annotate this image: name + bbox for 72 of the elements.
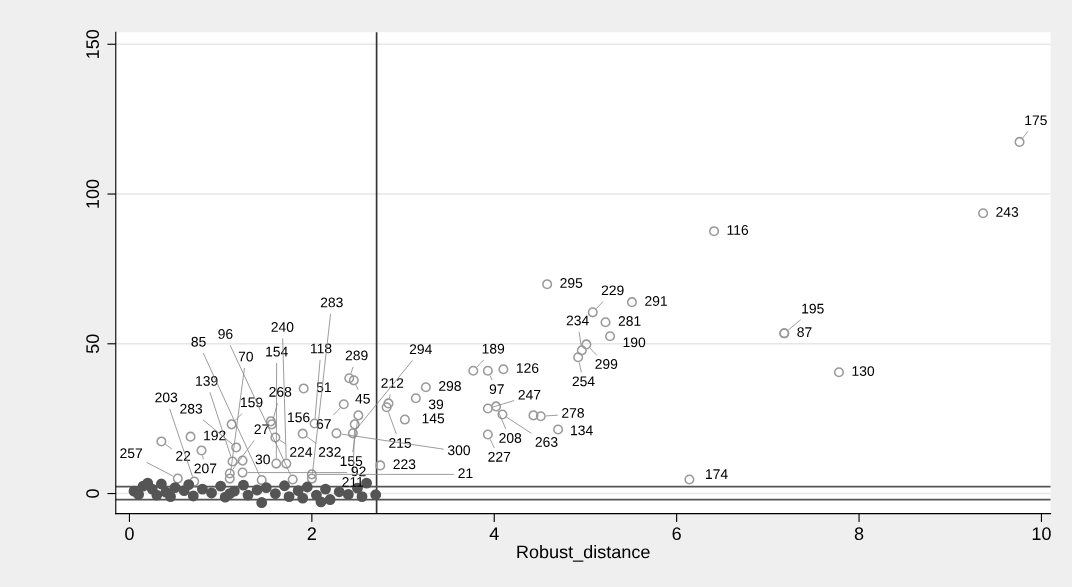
annotation: 300 — [447, 445, 471, 456]
annotation: 283 — [320, 297, 343, 308]
annotation: 232 — [318, 447, 341, 457]
annotation: 134 — [571, 425, 593, 436]
annotation: 139 — [196, 376, 218, 386]
annotation: 70 — [238, 351, 254, 362]
x-tick-label: 2 — [307, 527, 316, 540]
annotation: 224 — [290, 447, 313, 457]
annotation: 211 — [342, 476, 364, 487]
annotation: 192 — [204, 430, 226, 441]
annotation: 174 — [706, 469, 728, 479]
annotation: 190 — [623, 337, 646, 348]
annotation: 215 — [389, 438, 412, 448]
annotation: 27 — [254, 424, 269, 435]
y-tick-label: 150 — [86, 29, 100, 58]
annotation: 126 — [516, 363, 539, 373]
annotation: 243 — [996, 207, 1019, 217]
annotation: 227 — [488, 451, 511, 462]
annotation: 21 — [458, 468, 473, 478]
y-tick-label: 50 — [86, 334, 100, 354]
annotation: 130 — [852, 366, 875, 376]
x-tick-label: 8 — [854, 527, 864, 541]
annotation: 159 — [240, 397, 263, 408]
x-tick-label: 4 — [489, 527, 499, 540]
annotation: 257 — [120, 448, 143, 459]
annotation: 268 — [269, 386, 292, 397]
annotation: 240 — [271, 322, 294, 332]
annotation: 85 — [191, 336, 206, 347]
annotation: 212 — [381, 378, 404, 388]
annotation: 175 — [1025, 115, 1047, 126]
annotation: 294 — [409, 344, 432, 355]
annotation: 116 — [727, 225, 749, 235]
x-tick-label: 10 — [1032, 527, 1051, 541]
annotation: 96 — [218, 329, 233, 339]
x-tick-label: 6 — [672, 527, 681, 541]
annotation: 87 — [797, 327, 812, 338]
annotation: 207 — [194, 463, 217, 474]
x-tick-label: 0 — [125, 527, 134, 541]
annotation: 295 — [560, 278, 583, 288]
annotation: 195 — [802, 303, 824, 314]
annotation: 22 — [176, 450, 191, 461]
annotation: 254 — [572, 376, 595, 387]
annotation: 39 — [428, 399, 444, 410]
annotation: 289 — [345, 350, 368, 361]
annotation: 263 — [535, 437, 558, 447]
y-tick-label: 100 — [86, 179, 100, 208]
annotation: 208 — [499, 433, 522, 443]
annotation: 154 — [266, 346, 288, 357]
annotation: 92 — [351, 466, 366, 477]
annotation: 145 — [422, 413, 445, 424]
annotation: 51 — [316, 382, 331, 393]
annotation: 155 — [340, 456, 363, 467]
annotation: 247 — [518, 389, 541, 400]
annotation: 234 — [566, 315, 589, 326]
annotation: 156 — [288, 412, 310, 423]
annotation: 299 — [595, 359, 618, 369]
annotation: 278 — [562, 408, 584, 418]
annotation: 97 — [489, 384, 504, 395]
annotation: 229 — [601, 285, 624, 296]
annotation: 298 — [439, 381, 461, 391]
annotation: 281 — [618, 316, 641, 326]
annotation: 203 — [155, 392, 178, 403]
annotation: 189 — [482, 343, 505, 354]
annotation: 291 — [645, 296, 667, 306]
annotation: 45 — [355, 393, 370, 404]
annotation: 30 — [255, 454, 270, 465]
annotation: 223 — [393, 459, 416, 470]
annotation: 283 — [180, 403, 203, 414]
annotation: 118 — [310, 343, 332, 354]
y-tick-label: 0 — [86, 489, 100, 498]
x-axis-title: Robust_distance — [517, 545, 650, 562]
annotation: 67 — [316, 419, 331, 429]
